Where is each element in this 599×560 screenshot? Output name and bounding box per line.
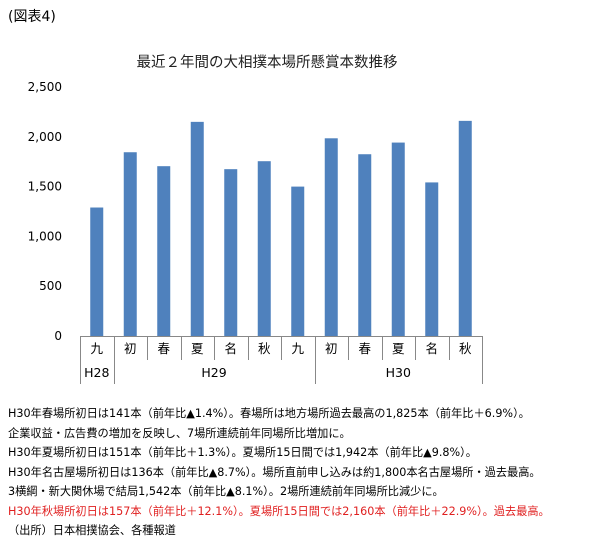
group-label: H29 <box>201 365 226 380</box>
bar <box>358 154 372 336</box>
note-line: H30年春場所初日は141本（前年比▲1.4%）。春場所は地方場所過去最高の1,… <box>8 407 530 420</box>
x-tick-label: 初 <box>124 341 137 356</box>
note-line: （出所）日本相撲協会、各種報道 <box>8 524 176 537</box>
bars <box>90 120 472 336</box>
group-label: H28 <box>84 365 109 380</box>
y-tick-label: 0 <box>54 329 62 343</box>
x-tick-label: 名 <box>224 341 237 356</box>
y-tick-label: 500 <box>39 279 62 293</box>
y-tick-label: 1,500 <box>28 180 62 194</box>
x-tick-label: 夏 <box>191 341 204 356</box>
bar <box>190 121 204 336</box>
x-axis: 九 初 春 夏 名 秋 九 初 春 夏 名 秋 H28 H29 H30 <box>80 336 483 384</box>
note-line: H30年秋場所初日は157本（前年比＋12.1%）。夏場所15日間では2,160… <box>8 504 550 518</box>
x-tick-label: 九 <box>291 341 304 356</box>
x-tick-label: 九 <box>90 341 103 356</box>
x-tick-label: 秋 <box>258 341 271 356</box>
x-tick-label: 秋 <box>459 341 472 356</box>
bar <box>324 138 338 336</box>
chart-title: 最近２年間の大相撲本場所懸賞本数推移 <box>137 54 398 71</box>
bar-chart: 最近２年間の大相撲本場所懸賞本数推移 0 500 1,000 1,500 2,000 2,… <box>28 54 483 384</box>
y-tick-label: 2,500 <box>28 80 62 94</box>
x-tick-label: 夏 <box>392 341 405 356</box>
x-tick-label: 春 <box>157 341 170 356</box>
bar <box>123 152 137 336</box>
bar <box>458 120 472 336</box>
note-line: 3横綱・新大関休場で結局1,542本（前年比▲8.1%）。2場所連続前年同場所比… <box>8 485 444 498</box>
y-tick-label: 2,000 <box>28 130 62 144</box>
bar <box>291 186 305 336</box>
chart: 最近２年間の大相撲本場所懸賞本数推移 0 500 1,000 1,500 2,000 2,… <box>28 54 483 384</box>
bar <box>224 169 238 336</box>
bar <box>257 161 271 336</box>
notes: H30年春場所初日は141本（前年比▲1.4%）。春場所は地方場所過去最高の1,… <box>8 404 593 541</box>
bar <box>90 207 104 336</box>
figure-label: (図表4) <box>8 9 56 25</box>
bar <box>157 166 171 336</box>
x-tick-label: 春 <box>358 341 371 356</box>
bar <box>391 142 405 336</box>
y-axis-tick-labels: 0 500 1,000 1,500 2,000 2,500 <box>28 80 62 343</box>
y-tick-label: 1,000 <box>28 229 62 243</box>
note-line: 企業収益・広告費の増加を反映し、7場所連続前年同場所比増加に。 <box>8 426 351 440</box>
x-tick-label: 初 <box>325 341 338 356</box>
group-label: H30 <box>386 365 411 380</box>
x-tick-label: 名 <box>425 341 438 356</box>
note-line: H30年夏場所初日は151本（前年比＋1.3%）。夏場所15日間では1,942本… <box>8 446 477 459</box>
note-line: H30年名古屋場所初日は136本（前年比▲8.7%）。場所直前申し込みは約1,8… <box>8 465 541 479</box>
bar <box>425 182 439 336</box>
